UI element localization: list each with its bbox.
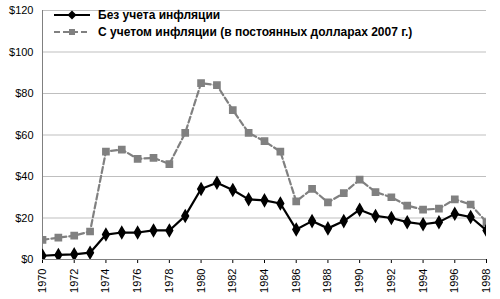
svg-text:1986: 1986 — [290, 269, 302, 293]
svg-text:$0: $0 — [21, 253, 33, 265]
svg-text:$60: $60 — [15, 129, 33, 141]
svg-text:1998: 1998 — [480, 269, 492, 293]
html-text:Без учета инфляции: Без учета инфляции — [98, 7, 221, 22]
svg-text:1978: 1978 — [163, 269, 175, 293]
svg-text:1982: 1982 — [226, 269, 238, 293]
svg-text:1980: 1980 — [195, 269, 207, 293]
svg-text:$40: $40 — [15, 170, 33, 182]
svg-text:$100: $100 — [9, 46, 33, 58]
svg-text:$20: $20 — [15, 212, 33, 224]
svg-text:1992: 1992 — [385, 269, 397, 293]
svg-text:1984: 1984 — [258, 269, 270, 293]
svg-text:1972: 1972 — [68, 269, 80, 293]
html-text:С учетом инфляции (в постоянны: С учетом инфляции (в постоянных долларах… — [98, 24, 413, 39]
svg-text:1974: 1974 — [99, 269, 111, 293]
svg-text:$80: $80 — [15, 87, 33, 99]
svg-text:1996: 1996 — [448, 269, 460, 293]
svg-text:1970: 1970 — [36, 269, 48, 293]
svg-text:1988: 1988 — [321, 269, 333, 293]
svg-text:1994: 1994 — [417, 269, 429, 293]
svg-text:1990: 1990 — [353, 269, 365, 293]
svg-text:1976: 1976 — [131, 269, 143, 293]
svg-text:$120: $120 — [9, 4, 33, 16]
